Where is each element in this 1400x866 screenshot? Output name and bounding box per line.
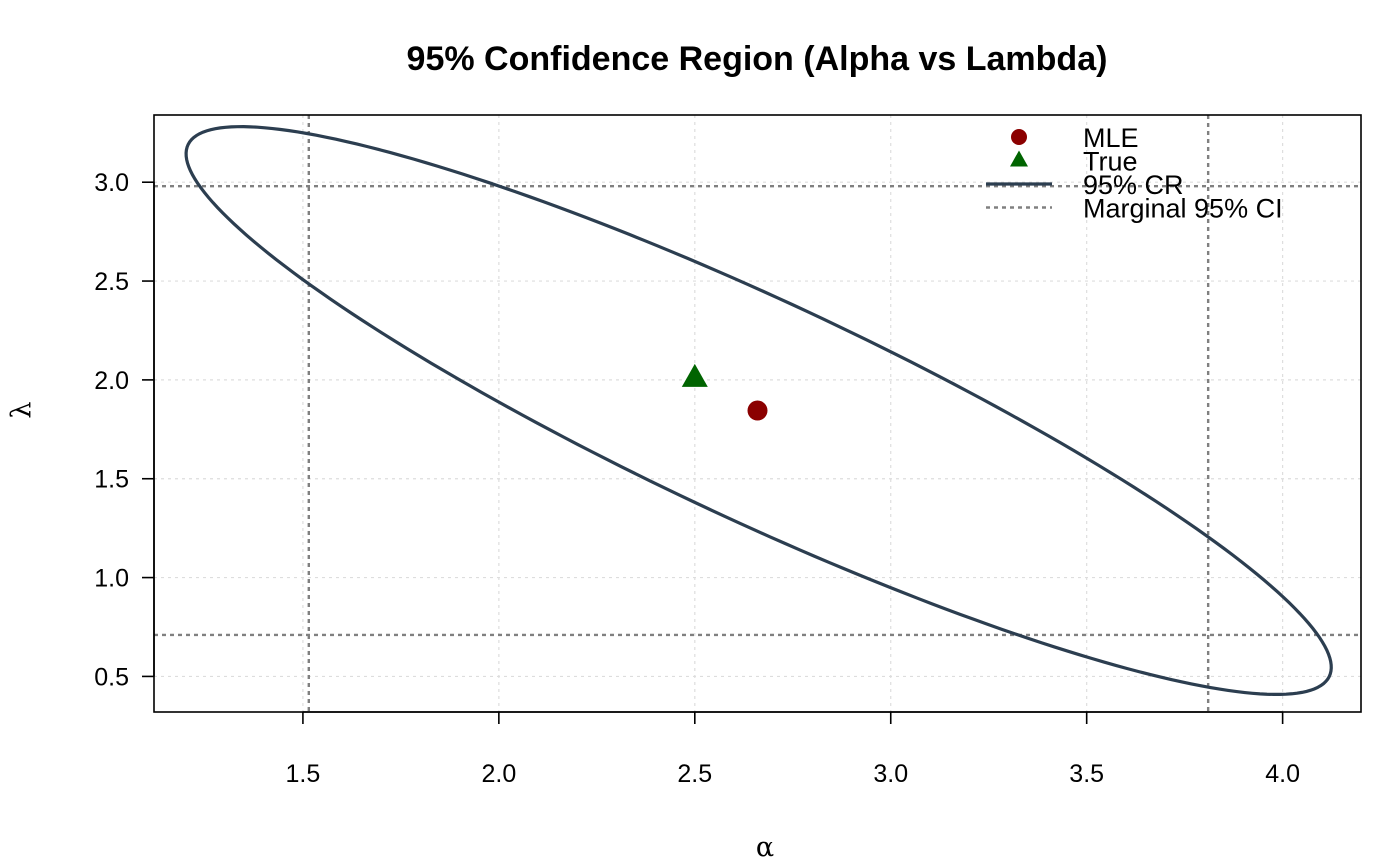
legend-label: 95% CR xyxy=(1083,170,1184,200)
points xyxy=(681,363,768,421)
legend-label: Marginal 95% CI xyxy=(1083,194,1283,224)
y-tick-label: 0.5 xyxy=(94,663,129,691)
x-tick-label: 2.0 xyxy=(481,760,516,788)
x-tick-label: 2.5 xyxy=(677,760,712,788)
x-axis-label: α xyxy=(756,832,774,863)
confidence-region-ellipse xyxy=(184,125,1333,697)
y-axis: 0.5 1.0 1.5 2.0 2.5 3.0 xyxy=(94,169,155,691)
y-tick-label: 2.5 xyxy=(94,268,129,296)
x-axis: 1.5 2.0 2.5 3.0 3.5 4.0 xyxy=(286,711,1300,788)
mle-point xyxy=(747,400,768,421)
y-tick-label: 2.0 xyxy=(94,367,129,395)
y-tick-label: 3.0 xyxy=(94,169,129,197)
y-tick-label: 1.0 xyxy=(94,565,129,593)
x-tick-label: 3.0 xyxy=(873,760,908,788)
legend-label: MLE xyxy=(1083,123,1139,153)
legend-label: True xyxy=(1083,147,1138,177)
y-tick-label: 1.5 xyxy=(94,466,129,494)
chart-title: 95% Confidence Region (Alpha vs Lambda) xyxy=(407,40,1108,78)
ci-lines xyxy=(154,115,1361,712)
legend-mle-marker xyxy=(1011,129,1027,145)
grid-lines xyxy=(154,115,1361,712)
true-point xyxy=(681,363,708,387)
x-tick-label: 3.5 xyxy=(1069,760,1104,788)
legend-true-marker xyxy=(1010,150,1028,167)
y-axis-label: λ xyxy=(6,401,37,418)
x-tick-label: 4.0 xyxy=(1265,760,1300,788)
x-tick-label: 1.5 xyxy=(286,760,321,788)
